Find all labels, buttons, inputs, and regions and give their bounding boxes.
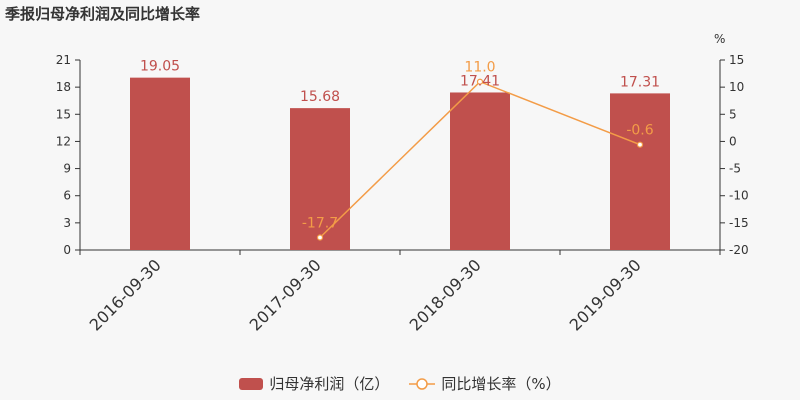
legend-item-line[interactable]: 同比增长率（%） <box>409 373 561 394</box>
right-axis-tick-label: -5 <box>729 162 741 176</box>
legend: 归母净利润（亿） 同比增长率（%） <box>0 373 800 394</box>
left-axis-tick-label: 12 <box>56 134 71 148</box>
bar <box>610 93 670 250</box>
x-axis-tick-label: 2018-09-30 <box>406 255 485 334</box>
growth-point <box>316 234 324 241</box>
x-axis-tick-label: 2019-09-30 <box>566 255 645 334</box>
left-axis-tick-label: 3 <box>63 216 71 230</box>
line-value-label: 11.0 <box>464 60 495 76</box>
left-axis-tick-label: 15 <box>56 107 71 121</box>
x-axis-tick-label: 2016-09-30 <box>86 255 165 334</box>
line-series <box>316 78 644 241</box>
legend-item-bar[interactable]: 归母净利润（亿） <box>239 373 389 394</box>
bar-value-label: 19.05 <box>140 59 180 75</box>
right-axis-tick-label: -15 <box>729 216 749 230</box>
legend-bar-label: 归母净利润（亿） <box>269 375 390 393</box>
right-axis-tick-label: 5 <box>729 107 737 121</box>
x-axis-tick-label: 2017-09-30 <box>246 255 325 334</box>
legend-line-label: 同比增长率（%） <box>441 375 561 393</box>
bar <box>290 108 350 250</box>
labels: 19.05 15.68 17.41 17.31 -17.7 11.0 -0.6 <box>140 59 660 232</box>
bars <box>130 77 670 251</box>
line-value-label: -17.7 <box>302 216 338 232</box>
left-axis-tick-label: 18 <box>56 80 71 94</box>
right-axis-tick-label: -20 <box>729 243 749 257</box>
bar-value-label: 17.41 <box>460 73 500 89</box>
legend-bar-swatch <box>239 377 264 390</box>
right-axis-tick-label: -10 <box>729 189 749 203</box>
left-axis-tick-label: 0 <box>63 243 71 257</box>
right-axis-tick-label: 15 <box>729 53 744 67</box>
left-axis-tick-label: 9 <box>63 162 71 176</box>
left-axis-tick-label: 6 <box>63 189 71 203</box>
bar-value-label: 15.68 <box>300 89 340 105</box>
bar-value-label: 17.31 <box>620 74 660 90</box>
bar <box>450 92 510 250</box>
right-axis-tick-label: 10 <box>729 80 744 94</box>
legend-line-swatch <box>409 377 436 390</box>
chart-title: 季报归母净利润及同比增长率 <box>5 5 201 23</box>
right-axis-unit: % <box>714 32 725 46</box>
bar <box>130 77 190 251</box>
growth-point <box>636 141 644 148</box>
left-axis-tick-label: 21 <box>56 53 71 67</box>
growth-point <box>476 78 484 85</box>
line-value-label: -0.6 <box>626 123 653 139</box>
right-axis-tick-label: 0 <box>729 134 737 148</box>
